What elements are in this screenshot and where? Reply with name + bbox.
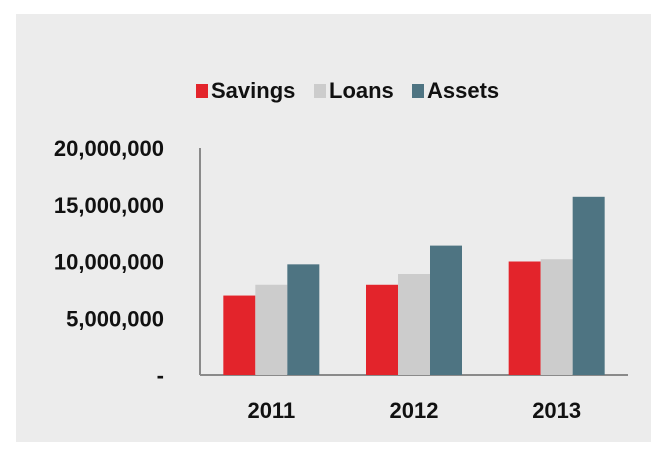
- bars: [223, 196, 605, 375]
- y-tick-label: 5,000,000: [66, 306, 164, 331]
- y-tick-label: 20,000,000: [54, 136, 164, 161]
- bar-assets-2011: [287, 264, 320, 375]
- bar-loans-2012: [398, 273, 430, 375]
- legend-swatch-loans: [314, 84, 326, 98]
- legend: Savings Loans Assets: [196, 78, 499, 103]
- bar-loans-2011: [255, 284, 288, 375]
- x-axis: 2011 2012 2013: [200, 374, 628, 423]
- x-tick-label: 2011: [247, 398, 295, 423]
- legend-label-loans: Loans: [329, 78, 394, 103]
- legend-swatch-savings: [196, 84, 208, 98]
- y-tick-label: 15,000,000: [54, 193, 164, 218]
- bar-savings-2013: [508, 261, 541, 375]
- legend-label-savings: Savings: [211, 78, 295, 103]
- legend-swatch-assets: [412, 84, 424, 98]
- x-tick-label: 2012: [390, 398, 439, 423]
- y-tick-label: -: [157, 363, 164, 388]
- legend-label-assets: Assets: [427, 78, 499, 103]
- x-tick-label: 2013: [532, 398, 581, 423]
- bar-assets-2012: [430, 245, 462, 375]
- y-tick-label: 10,000,000: [54, 250, 164, 275]
- bar-loans-2013: [540, 259, 573, 375]
- bar-savings-2011: [223, 295, 256, 375]
- bar-savings-2012: [366, 284, 398, 375]
- y-axis: - 5,000,000 10,000,000 15,000,000 20,000,000: [54, 136, 201, 388]
- bar-assets-2013: [572, 196, 605, 375]
